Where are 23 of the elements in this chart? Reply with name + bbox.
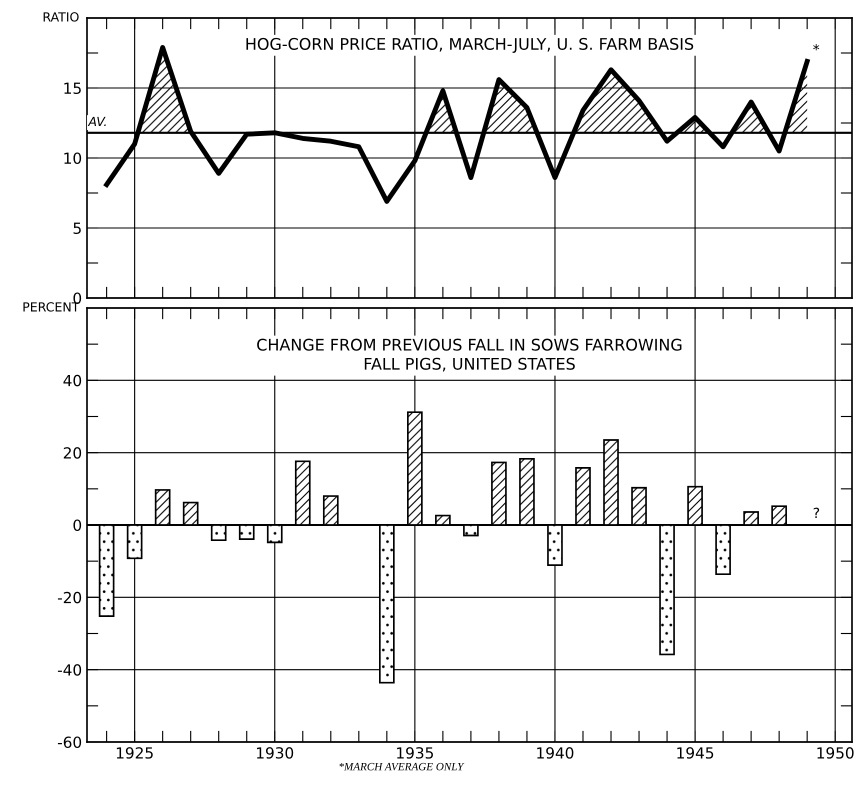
y-tick-label: 40 xyxy=(63,374,82,386)
annotation: * xyxy=(813,44,820,50)
y-tick-label: 10 xyxy=(64,152,82,164)
text: CHANGE FROM PREVIOUS FALL IN SOWS FARROWING FALL PIGS, UNITED STATES xyxy=(257,338,682,372)
x-tick-label: 1925 xyxy=(116,747,153,759)
y-axis-title: RATIO xyxy=(44,12,79,22)
annotation: ? xyxy=(814,508,820,518)
y-axis-title: PERCENT xyxy=(23,302,80,312)
y-tick-label: -60 xyxy=(58,736,82,748)
x-tick-label: 1945 xyxy=(677,747,714,759)
y-tick-label: -20 xyxy=(58,592,82,604)
ref-line-label: AV. xyxy=(88,116,106,126)
text: *MARCH AVERAGE ONLY xyxy=(340,762,464,770)
x-tick-label: 1935 xyxy=(397,747,433,759)
y-tick-label: 20 xyxy=(64,447,82,459)
y-tick-label: 0 xyxy=(73,519,82,532)
y-tick-label: 5 xyxy=(74,222,81,234)
text: HOG-CORN PRICE RATIO, MARCH-JULY, U. S. FARM BASIS xyxy=(246,38,694,53)
x-tick-label: 1940 xyxy=(537,747,574,759)
y-tick-label: -40 xyxy=(58,664,82,676)
x-tick-label: 1930 xyxy=(256,747,294,759)
x-tick-label: 1950 xyxy=(817,747,854,759)
y-tick-label: 15 xyxy=(64,82,81,94)
